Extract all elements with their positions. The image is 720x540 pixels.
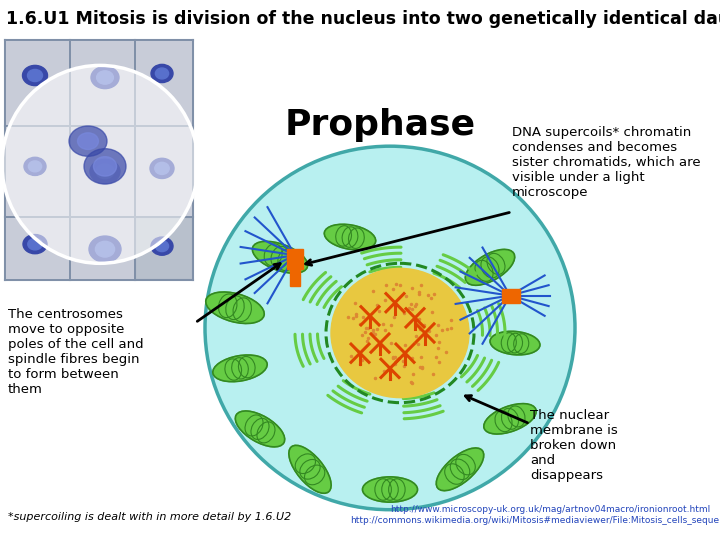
Text: DNA supercoils* chromatin
condenses and becomes
sister chromatids, which are
vis: DNA supercoils* chromatin condenses and …: [512, 126, 701, 199]
FancyBboxPatch shape: [502, 288, 520, 303]
FancyBboxPatch shape: [71, 127, 134, 216]
Ellipse shape: [206, 292, 264, 323]
FancyBboxPatch shape: [5, 40, 193, 280]
Ellipse shape: [22, 65, 48, 85]
Text: *supercoiling is dealt with in more detail by 1.6.U2: *supercoiling is dealt with in more deta…: [8, 512, 292, 522]
Ellipse shape: [151, 64, 173, 83]
Ellipse shape: [28, 238, 42, 250]
Circle shape: [2, 65, 198, 264]
Ellipse shape: [490, 332, 540, 355]
FancyBboxPatch shape: [6, 127, 69, 216]
Ellipse shape: [96, 71, 114, 84]
Ellipse shape: [156, 241, 168, 252]
FancyBboxPatch shape: [5, 40, 193, 280]
Ellipse shape: [95, 241, 114, 257]
FancyBboxPatch shape: [136, 41, 192, 125]
Ellipse shape: [289, 446, 331, 493]
Ellipse shape: [436, 448, 484, 491]
FancyBboxPatch shape: [6, 41, 69, 125]
Ellipse shape: [484, 403, 536, 434]
Ellipse shape: [213, 355, 267, 382]
FancyBboxPatch shape: [71, 218, 134, 280]
Text: The nuclear
membrane is
broken down
and
disappears: The nuclear membrane is broken down and …: [530, 409, 618, 482]
FancyBboxPatch shape: [71, 41, 134, 125]
Ellipse shape: [155, 163, 169, 174]
FancyBboxPatch shape: [6, 218, 69, 280]
Ellipse shape: [24, 157, 46, 176]
Ellipse shape: [89, 236, 121, 262]
Ellipse shape: [23, 234, 47, 254]
Ellipse shape: [91, 66, 119, 89]
Ellipse shape: [465, 249, 515, 285]
Ellipse shape: [205, 146, 575, 510]
Ellipse shape: [78, 133, 99, 150]
Ellipse shape: [96, 164, 114, 179]
FancyBboxPatch shape: [287, 249, 303, 269]
Ellipse shape: [28, 161, 42, 172]
Text: http://commons.wikimedia.org/wiki/Mitosis#mediaviewer/File:Mitosis_cells_sequenc: http://commons.wikimedia.org/wiki/Mitosi…: [350, 516, 720, 525]
Ellipse shape: [94, 157, 117, 176]
Ellipse shape: [324, 224, 376, 250]
Ellipse shape: [27, 70, 42, 82]
Ellipse shape: [156, 68, 168, 79]
Ellipse shape: [151, 237, 173, 255]
Ellipse shape: [235, 411, 284, 447]
Ellipse shape: [69, 126, 107, 156]
FancyBboxPatch shape: [290, 269, 300, 286]
Text: 1.6.U1 Mitosis is division of the nucleus into two genetically identical daughte: 1.6.U1 Mitosis is division of the nucleu…: [6, 10, 720, 28]
Ellipse shape: [362, 477, 418, 502]
Ellipse shape: [150, 158, 174, 179]
Text: http://www.microscopy-uk.org.uk/mag/artnov04macro/ironionroot.html: http://www.microscopy-uk.org.uk/mag/artn…: [390, 505, 710, 514]
Text: Prophase: Prophase: [285, 108, 476, 142]
Ellipse shape: [253, 241, 307, 273]
FancyBboxPatch shape: [136, 127, 192, 216]
Ellipse shape: [331, 268, 469, 397]
Ellipse shape: [84, 148, 126, 184]
Ellipse shape: [90, 159, 120, 184]
Text: The centrosomes
move to opposite
poles of the cell and
spindle fibres begin
to f: The centrosomes move to opposite poles o…: [8, 308, 143, 396]
